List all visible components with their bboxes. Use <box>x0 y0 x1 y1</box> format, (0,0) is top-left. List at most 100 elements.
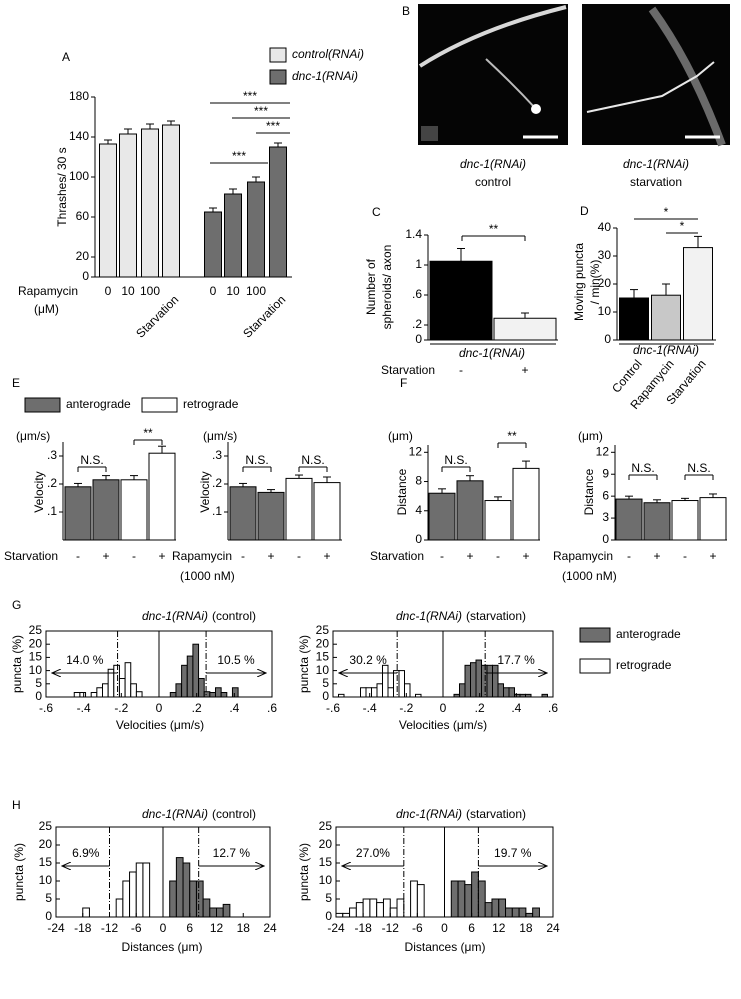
y-tick-label: 25 <box>29 623 43 637</box>
unit-label: (μm/s) <box>16 429 50 443</box>
panel-label: G <box>12 598 21 612</box>
x-tick-label: + <box>709 549 716 563</box>
legend-label: dnc-1(RNAi) <box>292 69 358 83</box>
x-tick-label: -.2 <box>399 701 413 715</box>
y-tick-label: 10 <box>39 873 53 887</box>
histogram-bar <box>169 692 177 698</box>
significance-label: N.S. <box>631 461 654 475</box>
y-axis-label: Distance <box>395 468 409 515</box>
bar <box>141 128 159 278</box>
x-tick-label: 18 <box>519 921 533 935</box>
significance-label: N.S. <box>80 453 103 467</box>
histogram-bar <box>362 898 371 918</box>
histogram-bar <box>135 691 143 698</box>
chart-title: dnc-1(RNAi) <box>396 609 462 623</box>
histogram-bar <box>216 907 224 918</box>
y-axis-label: puncta (%) <box>297 635 311 693</box>
histogram-bar <box>189 880 197 918</box>
y-axis-label: Number of <box>364 258 378 315</box>
x-tick-label: -.6 <box>326 701 340 715</box>
bar <box>64 486 92 541</box>
unit-label: (μm/s) <box>203 429 237 443</box>
axon <box>648 6 726 147</box>
x-axis-label: (μM) <box>34 302 59 316</box>
bar <box>651 294 681 341</box>
histogram-bar <box>511 907 520 918</box>
histogram-bar <box>464 884 473 918</box>
x-axis-label: Velocities (μm/s) <box>116 718 204 732</box>
significance-label: N.S. <box>444 453 467 467</box>
significance-label: ** <box>143 426 153 440</box>
y-tick-label: 40 <box>598 220 612 234</box>
y-axis-label: Distance <box>582 468 596 515</box>
histogram-bar <box>73 692 81 698</box>
x-tick-label: 6 <box>468 921 475 935</box>
y-tick-label: 6 <box>602 488 609 502</box>
y-tick-label: .2 <box>412 317 422 331</box>
y-axis-label: Thrashes/ 30 s <box>55 147 69 226</box>
x-tick-label: - <box>132 549 136 563</box>
x-tick-label: 100 <box>140 284 160 298</box>
y-tick-label: 10 <box>316 663 330 677</box>
y-tick-label: 3 <box>602 510 609 524</box>
histogram-bar <box>382 664 389 698</box>
x-tick-label: 0 <box>160 921 167 935</box>
significance-label: N.S. <box>687 461 710 475</box>
bar <box>615 498 643 541</box>
bar <box>428 492 456 541</box>
y-tick-label: 0 <box>35 689 42 703</box>
histogram-bar <box>464 664 471 698</box>
x-axis-label: Starvation <box>381 363 435 377</box>
x-tick-label: .4 <box>511 701 521 715</box>
y-axis-label: Moving puncta <box>572 243 586 321</box>
histogram-bar <box>416 884 425 918</box>
y-tick-label: 140 <box>69 129 89 143</box>
histogram-bar <box>387 687 394 698</box>
histogram-bar <box>376 902 384 918</box>
x-tick-label: - <box>496 549 500 563</box>
legend-label: control(RNAi) <box>292 47 364 61</box>
x-axis-label: (1000 nM) <box>180 569 235 583</box>
y-axis-label: spheroids/ axon <box>380 245 394 330</box>
y-tick-label: 0 <box>415 532 422 546</box>
y-tick-label: 0 <box>325 909 332 923</box>
y-tick-label: 0 <box>604 332 611 346</box>
histogram-bar <box>369 898 378 918</box>
x-tick-label: + <box>323 549 330 563</box>
histogram-bar <box>396 898 405 918</box>
histogram-bar <box>497 683 504 698</box>
x-tick-label: + <box>267 549 274 563</box>
bar <box>683 247 713 341</box>
histogram-bar <box>371 687 378 698</box>
x-tick-label: 10 <box>226 284 240 298</box>
significance-label: *** <box>254 104 268 118</box>
legend-label: anterograde <box>616 627 681 641</box>
x-tick-label: .2 <box>192 701 202 715</box>
histogram-bar <box>122 880 131 918</box>
image-title: dnc-1(RNAi) <box>460 157 526 171</box>
histogram-bar <box>90 692 98 698</box>
marker <box>421 126 438 141</box>
x-tick-label: -.6 <box>39 701 53 715</box>
histogram-bar <box>203 691 211 698</box>
y-tick-label: 25 <box>319 819 333 833</box>
bar <box>162 124 180 278</box>
y-tick-label: .1 <box>212 504 222 518</box>
histogram-bar <box>484 902 493 918</box>
y-tick-label: 60 <box>76 209 90 223</box>
y-tick-label: 25 <box>39 819 53 833</box>
y-tick-label: 5 <box>322 676 329 690</box>
unit-label: (μm) <box>578 429 603 443</box>
histogram-bar <box>175 683 183 698</box>
histogram-bar <box>450 880 459 918</box>
x-tick-label: - <box>683 549 687 563</box>
x-tick-label: -18 <box>74 921 92 935</box>
y-tick-label: 100 <box>69 169 89 183</box>
y-tick-label: 0 <box>82 269 89 283</box>
y-tick-label: 20 <box>29 636 43 650</box>
histogram-bar <box>382 898 391 918</box>
histogram-bar <box>129 871 137 918</box>
chart-subtitle: (starvation) <box>466 807 526 821</box>
y-tick-label: 12 <box>409 444 423 458</box>
